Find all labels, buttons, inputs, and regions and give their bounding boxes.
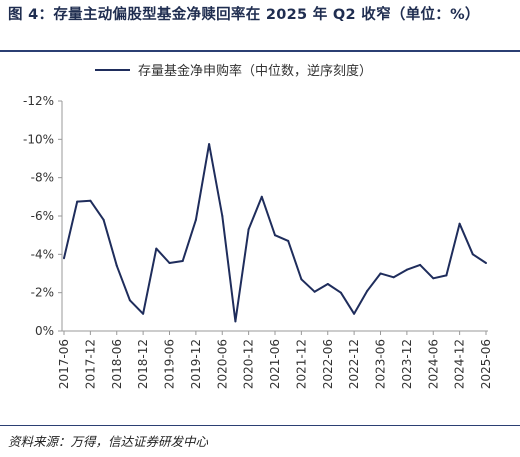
x-tick-label: 2023-06 [374,339,388,389]
data-point [300,278,303,281]
y-tick-label: -2% [31,286,54,300]
data-point [471,253,474,256]
y-tick-label: -6% [31,209,54,223]
x-tick-label: 2017-06 [57,339,71,389]
data-point [366,289,369,292]
data-point [432,277,435,280]
y-tick-label: -8% [31,171,54,185]
data-point [353,312,356,315]
x-tick-label: 2023-12 [400,339,414,389]
data-point [458,222,461,225]
data-point [102,218,105,221]
data-point [419,263,422,266]
data-point [313,290,316,293]
footer-divider [0,425,520,426]
y-tick-label: -10% [23,132,54,146]
data-point [76,200,79,203]
data-point [155,247,158,250]
data-point [379,272,382,275]
data-point [221,215,224,217]
data-point [194,218,197,221]
legend-label: 存量基金净申购率（中位数，逆序刻度） [138,63,372,79]
line-chart: 存量基金净申购率（中位数，逆序刻度） -12% -10% -8% -6% -4% -2% 0… [23,63,493,389]
series-line [63,143,487,323]
y-tick-label: -12% [23,94,54,108]
x-tick-label: 2024-06 [426,339,440,389]
data-point [142,312,145,315]
data-point [287,239,290,242]
title-divider [0,50,520,52]
source-note: 资料来源：万得，信达证券研发中心 [8,434,209,449]
data-point [445,274,448,277]
data-point [63,257,65,260]
x-tick-label: 2017-12 [83,339,97,389]
data-point [168,262,171,264]
x-tick-label: 2024-12 [453,339,467,389]
data-point [128,299,131,302]
data-point [89,199,92,202]
data-point [326,283,329,285]
x-tick-label: 2019-06 [163,339,177,389]
data-point [247,228,250,231]
plot-area [63,143,487,323]
y-tick-label: 0% [35,324,54,338]
y-tick-label: -4% [31,247,54,261]
data-point [485,262,487,264]
data-point [274,234,276,237]
data-point [181,260,184,262]
y-tick-labels: -12% -10% -8% -6% -4% -2% 0% [23,94,62,338]
x-tick-label: 2022-12 [347,339,361,389]
legend: 存量基金净申购率（中位数，逆序刻度） [95,63,372,79]
x-tick-label: 2020-12 [242,339,256,389]
data-point [339,291,342,294]
x-tick-label: 2022-06 [321,339,335,389]
x-tick-label: 2021-06 [268,339,282,389]
x-tick-label: 2025-06 [479,339,493,389]
data-point [405,268,408,271]
x-tick-label: 2019-12 [189,339,203,389]
data-point [208,143,211,146]
x-tick-label: 2018-06 [110,339,124,389]
x-tick-label: 2018-12 [136,339,150,389]
x-tick-labels: 2017-06 2017-12 2018-06 2018-12 2019-06 2019-… [57,331,493,389]
data-point [234,320,237,323]
x-tick-label: 2021-12 [294,339,308,389]
x-tick-label: 2020-06 [215,339,229,389]
data-point [392,276,395,279]
chart-title: 图 4：存量主动偏股型基金净赎回率在 2025 年 Q2 收窄（单位：%） [8,7,480,23]
data-point [115,264,118,267]
data-point [260,195,263,198]
